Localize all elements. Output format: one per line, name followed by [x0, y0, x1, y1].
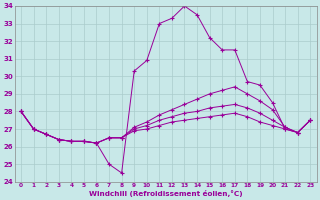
X-axis label: Windchill (Refroidissement éolien,°C): Windchill (Refroidissement éolien,°C) [89, 190, 243, 197]
